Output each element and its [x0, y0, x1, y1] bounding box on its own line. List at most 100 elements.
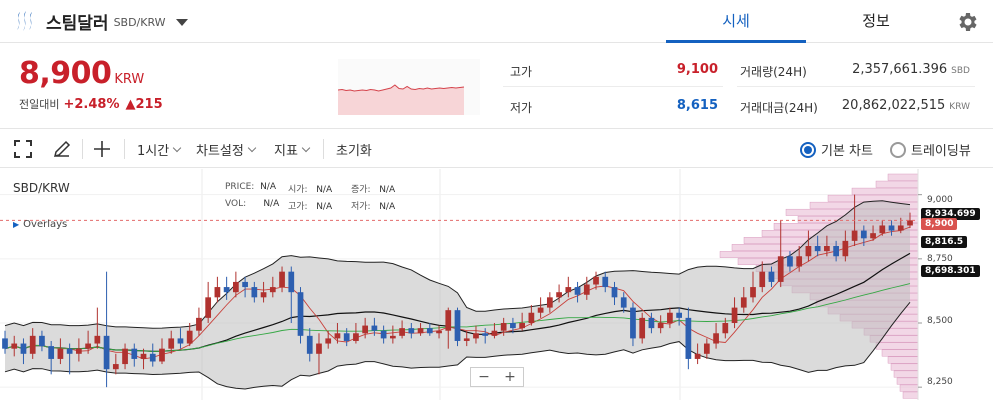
volume-profile-bar [887, 356, 919, 364]
candle-body [279, 271, 285, 288]
candlestick-chart[interactable] [0, 169, 993, 400]
candle-body [814, 246, 821, 252]
candle-body [389, 335, 396, 339]
triangle-right-icon: ▶ [13, 220, 20, 229]
candle-body [787, 256, 793, 267]
candle-body [29, 335, 36, 354]
price-val: N/A [260, 182, 276, 192]
bollinger-band-area [5, 200, 910, 390]
tab-info[interactable]: 정보 [862, 12, 890, 30]
tradingview-label: 트레이딩뷰 [911, 144, 971, 159]
candle-body [2, 338, 8, 349]
volume-profile-bar [899, 384, 919, 392]
mini-chart-area [338, 85, 464, 115]
open-val: N/A [316, 185, 333, 195]
ohlc-change: 증가: N/A [351, 182, 395, 195]
tab-price[interactable]: 시세 [666, 0, 806, 43]
candle-body [870, 233, 876, 239]
volume-profile-bar [875, 180, 919, 188]
chevron-down-icon[interactable] [175, 18, 188, 26]
fullscreen-icon[interactable] [13, 139, 33, 159]
candle-body [66, 348, 73, 354]
candle-body [620, 297, 627, 308]
price-label: PRICE: [225, 182, 255, 192]
ohlc-row-1: PRICE: N/A [225, 182, 276, 192]
chart-toolbar: 1시간 차트설정 지표 초기화 기본 차트 트레이딩뷰 [0, 130, 993, 168]
y-tick: 8,750 [927, 254, 953, 264]
candle-body [657, 323, 664, 329]
candle-body [602, 276, 609, 288]
candle-body [491, 330, 498, 336]
overlays-toggle[interactable]: ▶ Overlays [13, 219, 67, 230]
candle-body [362, 325, 369, 334]
candle-body [168, 338, 175, 349]
bollinger-lower-line [4, 301, 911, 390]
price-currency: KRW [114, 72, 145, 87]
candle-body [694, 353, 701, 359]
bollinger-upper-line [4, 200, 911, 329]
bollinger-lower-tag: 8,698.301 [921, 265, 980, 277]
candle-body [223, 287, 230, 293]
candle-body [399, 328, 405, 336]
current-price-tag: 8,900 [921, 218, 958, 230]
candle-body [288, 271, 295, 293]
chevron-down-icon [301, 143, 311, 152]
candle-body [648, 317, 655, 329]
coin-selector[interactable]: 스팀달러 SBD/KRW [14, 8, 188, 34]
pencil-icon[interactable] [52, 139, 72, 159]
amount-number: 20,862,022,515 [841, 98, 946, 113]
ohlc-row-2: VOL: N/A [225, 199, 279, 209]
candle-body [325, 338, 332, 344]
ohlc-low: 저가: N/A [351, 199, 395, 212]
volume-profile-bar [875, 342, 919, 350]
volume-profile-bar [896, 377, 919, 385]
divider [323, 139, 324, 159]
volume-profile-bar [827, 194, 919, 202]
change-val: N/A [379, 185, 396, 195]
interval-dropdown[interactable]: 1시간 [137, 140, 182, 159]
chart-settings-dropdown[interactable]: 차트설정 [196, 140, 257, 159]
high-label-chart: 고가: [288, 202, 308, 212]
candle-body [860, 230, 867, 239]
mini-price-chart [338, 59, 480, 115]
candle-body [639, 317, 646, 339]
volume-profile-bar [902, 391, 919, 399]
indicator-dropdown[interactable]: 지표 [274, 140, 311, 159]
candle-body [796, 256, 803, 267]
high-value: 9,100 [676, 62, 718, 77]
coin-name: 스팀달러 [46, 13, 109, 34]
basic-chart-radio[interactable]: 기본 차트 [800, 140, 873, 159]
candle-body [888, 225, 895, 231]
zoom-in-button[interactable]: + [504, 369, 516, 385]
candle-body [519, 323, 526, 329]
gear-icon[interactable] [955, 10, 979, 34]
reset-button[interactable]: 초기화 [336, 144, 372, 159]
candle-body [777, 256, 784, 282]
chart-settings-label: 차트설정 [196, 144, 244, 159]
candle-body [805, 246, 812, 257]
price-chart[interactable]: SBD/KRW ▶ Overlays PRICE: N/A 시가: N/A 증가:… [0, 169, 993, 400]
vol-val: N/A [263, 199, 280, 209]
candle-body [297, 292, 304, 336]
candle-body [879, 225, 886, 234]
crosshair-icon[interactable] [92, 139, 112, 159]
candle-body [85, 343, 91, 349]
y-tick: 8,250 [927, 377, 953, 387]
candle-body [48, 346, 55, 359]
candle-body [131, 348, 138, 359]
candle-body [630, 307, 636, 339]
zoom-out-button[interactable]: − [478, 369, 490, 385]
candle-body [611, 287, 618, 298]
candle-body [186, 330, 193, 344]
candle-body [11, 343, 18, 349]
tradingview-radio[interactable]: 트레이딩뷰 [890, 140, 971, 159]
current-price: 8,900 KRW [19, 56, 144, 91]
candle-body [510, 323, 516, 329]
candle-body [583, 284, 590, 295]
candle-body [112, 364, 119, 370]
candle-body [76, 348, 82, 354]
candle-body [205, 297, 212, 318]
candle-body [140, 353, 147, 359]
low-value: 8,615 [676, 98, 718, 113]
radio-selected-icon [800, 141, 816, 158]
